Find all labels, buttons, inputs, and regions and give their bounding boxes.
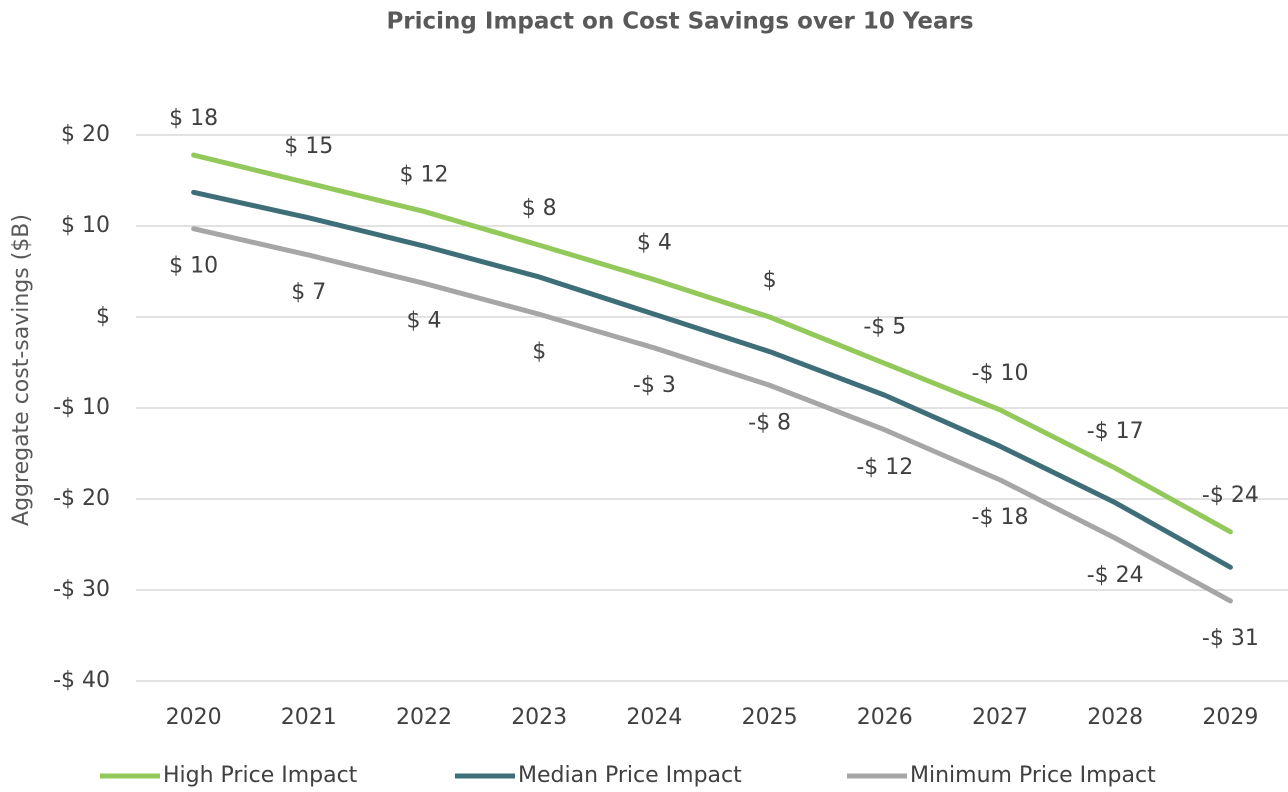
data-label: -$ 31: [1202, 626, 1259, 651]
series-line: [191, 189, 1233, 570]
x-tick-label: 2023: [511, 705, 567, 730]
y-axis-label: Aggregate cost-savings ($B): [9, 214, 34, 526]
data-label: -$ 24: [1202, 483, 1259, 508]
data-label: -$ 8: [748, 410, 791, 435]
data-label: $: [532, 339, 546, 364]
y-tick-label: -$ 40: [53, 668, 110, 693]
x-tick-label: 2025: [742, 705, 798, 730]
data-label: $ 4: [407, 308, 442, 333]
y-tick-label: -$ 10: [53, 395, 110, 420]
y-tick-label: -$ 30: [53, 577, 110, 602]
data-label: $: [763, 268, 777, 293]
x-tick-label: 2021: [281, 705, 337, 730]
x-tick-label: 2022: [396, 705, 452, 730]
y-tick-label: $: [96, 304, 110, 329]
legend-label: High Price Impact: [163, 763, 358, 788]
data-label: $ 8: [522, 196, 557, 221]
legend-label: Median Price Impact: [518, 763, 742, 788]
data-label: $ 10: [169, 254, 218, 279]
data-label: -$ 12: [856, 455, 913, 480]
y-tick-label: $ 10: [61, 213, 110, 238]
x-tick-label: 2024: [626, 705, 682, 730]
data-label: $ 15: [284, 134, 333, 159]
legend-label: Minimum Price Impact: [910, 763, 1156, 788]
data-label: -$ 5: [863, 314, 906, 339]
data-label: $ 4: [637, 231, 672, 256]
data-label: $ 18: [169, 106, 218, 131]
chart-title: Pricing Impact on Cost Savings over 10 Y…: [386, 9, 973, 35]
series-line: [191, 152, 1233, 535]
data-label: -$ 10: [972, 361, 1029, 386]
x-tick-label: 2020: [166, 705, 222, 730]
data-label: -$ 17: [1087, 419, 1144, 444]
x-tick-label: 2029: [1202, 705, 1258, 730]
y-tick-label: $ 20: [61, 122, 110, 147]
data-label: -$ 18: [972, 505, 1029, 530]
series-line: [191, 226, 1233, 604]
data-label: -$ 24: [1087, 563, 1144, 588]
data-label: $ 7: [291, 280, 326, 305]
data-label: $ 12: [400, 162, 449, 187]
x-tick-label: 2027: [972, 705, 1028, 730]
x-tick-label: 2026: [857, 705, 913, 730]
y-tick-label: -$ 20: [53, 486, 110, 511]
data-label: -$ 3: [633, 373, 676, 398]
x-tick-label: 2028: [1087, 705, 1143, 730]
